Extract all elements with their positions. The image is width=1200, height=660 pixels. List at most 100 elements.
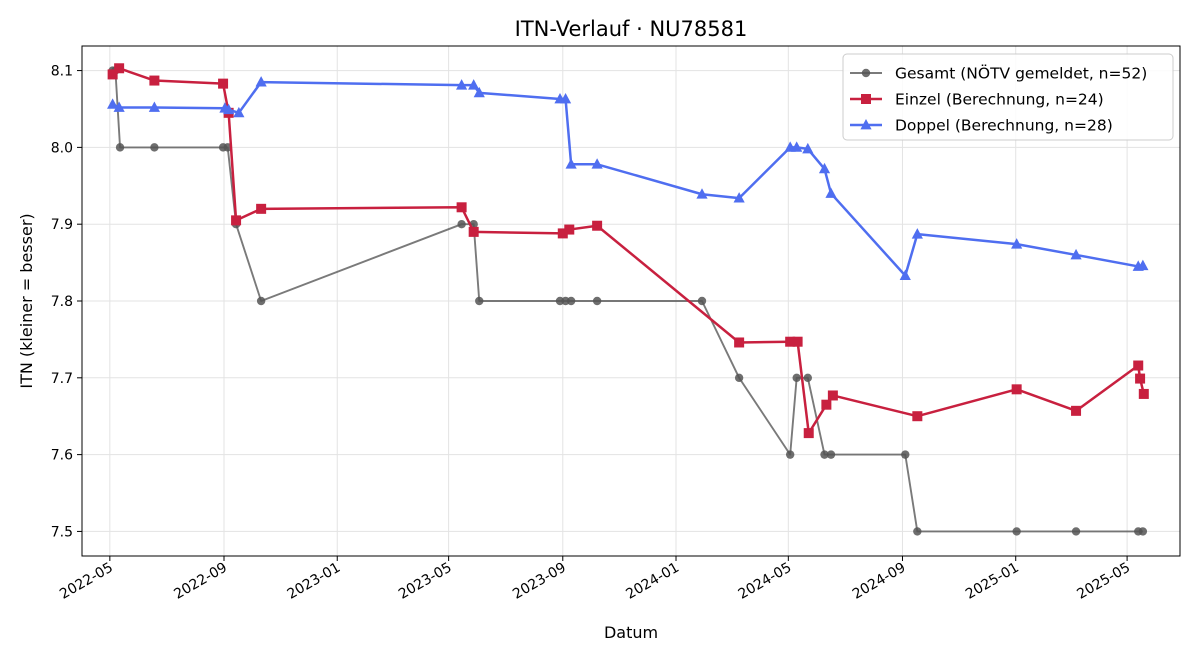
data-point — [559, 92, 572, 104]
data-point — [821, 399, 832, 410]
data-point — [557, 228, 568, 239]
data-point — [564, 224, 575, 235]
data-point — [565, 158, 577, 169]
data-point — [912, 411, 923, 422]
legend-box — [842, 53, 1174, 141]
x-tick-label: 2025-05 — [1074, 560, 1133, 603]
series-3 — [107, 76, 1149, 281]
data-point — [592, 296, 602, 306]
data-point — [785, 450, 795, 459]
data-point — [115, 143, 125, 152]
data-point — [792, 336, 803, 347]
x-tick-label: 2023-05 — [396, 560, 455, 603]
x-tick-label: 2024-01 — [623, 560, 682, 603]
data-point — [792, 373, 801, 383]
data-point — [825, 187, 837, 198]
data-point — [223, 103, 235, 115]
data-point — [913, 527, 922, 536]
legend-label: Doppel (Berechnung, n=28) — [895, 117, 1113, 135]
y-tick-label: 7.9 — [51, 217, 73, 233]
data-point — [107, 98, 119, 109]
data-point — [820, 450, 829, 459]
data-point — [473, 86, 485, 98]
legend-item: Einzel (Berechnung, n=24) — [850, 91, 1104, 109]
data-point — [218, 78, 229, 89]
y-tick-label: 7.6 — [51, 448, 73, 464]
data-point — [113, 101, 125, 112]
data-point — [1071, 527, 1081, 536]
data-point — [1135, 373, 1146, 384]
data-point — [901, 450, 910, 459]
data-point — [697, 296, 707, 306]
data-point — [785, 336, 796, 347]
series-1 — [108, 66, 1148, 536]
x-axis-title: Datum — [604, 623, 658, 642]
data-point — [899, 269, 911, 281]
data-point — [1011, 384, 1022, 395]
data-point — [256, 296, 266, 306]
series-layer — [107, 63, 1149, 536]
data-point — [456, 202, 467, 213]
y-tick-label: 7.8 — [51, 294, 73, 310]
legend-label: Einzel (Berechnung, n=24) — [895, 91, 1104, 109]
data-point — [114, 63, 125, 74]
legend: Gesamt (NÖTV gemeldet, n=52) Einzel (Bere… — [842, 53, 1174, 141]
data-point — [566, 296, 576, 306]
x-tick-label: 2025-01 — [963, 560, 1022, 603]
chart-title: ITN-Verlauf · NU78581 — [515, 17, 748, 41]
data-point — [591, 158, 603, 169]
data-point — [255, 76, 267, 87]
legend-marker — [861, 94, 871, 104]
x-tick-label: 2024-05 — [736, 560, 795, 603]
data-point — [1070, 248, 1082, 260]
data-point — [256, 203, 267, 214]
data-point — [475, 296, 484, 306]
data-point — [148, 101, 160, 112]
data-point — [818, 162, 831, 174]
y-tick-label: 7.7 — [51, 371, 73, 387]
y-tick-label: 8.0 — [51, 140, 73, 156]
x-axis-ticks: 2022-05 2022-09 2023-01 2023-05 2023-09 2024-… — [57, 556, 1133, 603]
legend-marker — [860, 119, 872, 130]
y-axis-ticks: 7.5 7.6 7.7 7.8 7.9 8.0 8.1 — [51, 64, 82, 540]
data-point — [827, 390, 838, 401]
legend-marker — [861, 68, 871, 78]
data-point — [231, 215, 242, 226]
y-tick-label: 8.1 — [51, 64, 73, 80]
legend-label: Gesamt (NÖTV gemeldet, n=52) — [895, 64, 1147, 83]
data-point — [911, 228, 923, 239]
data-point — [1012, 527, 1021, 536]
data-point — [696, 188, 708, 199]
data-point — [468, 79, 480, 90]
x-tick-label: 2023-01 — [285, 560, 344, 603]
data-point — [149, 75, 160, 86]
data-point — [734, 373, 744, 383]
data-point — [803, 428, 814, 439]
x-tick-label: 2023-09 — [510, 560, 569, 603]
x-tick-label: 2022-05 — [57, 560, 116, 603]
data-point — [802, 142, 814, 154]
data-point — [107, 69, 118, 80]
data-point — [1133, 360, 1144, 371]
data-point — [733, 192, 745, 203]
data-point — [1138, 527, 1148, 536]
data-point — [791, 141, 803, 152]
data-point — [826, 450, 836, 459]
y-tick-label: 7.5 — [51, 524, 73, 540]
data-point — [150, 143, 159, 152]
data-point — [1011, 238, 1023, 249]
data-point — [457, 219, 466, 229]
legend-item: Doppel (Berechnung, n=28) — [850, 117, 1113, 135]
data-point — [1071, 405, 1082, 416]
data-point — [456, 79, 468, 90]
x-tick-label: 2022-09 — [171, 560, 230, 603]
data-point — [803, 373, 813, 383]
x-tick-label: 2024-09 — [850, 560, 909, 603]
data-point — [468, 226, 479, 237]
data-point — [233, 106, 245, 118]
legend-item: Gesamt (NÖTV gemeldet, n=52) — [850, 64, 1147, 83]
data-point — [1137, 259, 1149, 271]
data-point — [734, 337, 745, 348]
